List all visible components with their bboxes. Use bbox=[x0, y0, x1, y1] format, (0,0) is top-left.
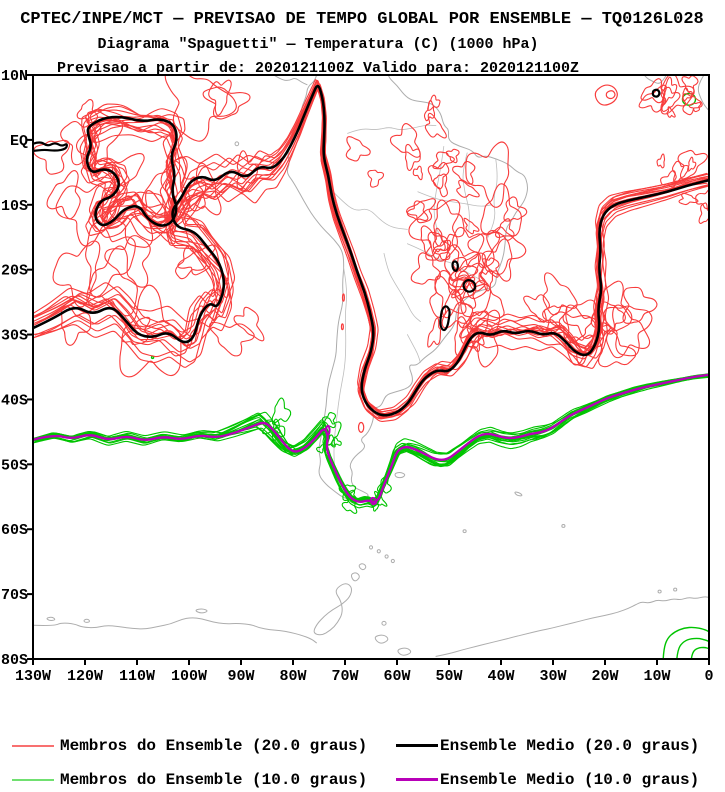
x-tick-label: 70W bbox=[331, 668, 358, 685]
page-title: CPTEC/INPE/MCT — PREVISAO DE TEMPO GLOBA… bbox=[20, 10, 704, 29]
plot-frame bbox=[32, 74, 710, 660]
x-tick-label: 0 bbox=[704, 668, 713, 685]
x-tick-label: 60W bbox=[383, 668, 410, 685]
plot-area bbox=[33, 75, 709, 659]
map-canvas: CPTEC/INPE/MCT — PREVISAO DE TEMPO GLOBA… bbox=[1, 10, 714, 685]
y-tick-label: EQ bbox=[10, 133, 28, 150]
ensemble-mean-10c-line bbox=[33, 373, 709, 506]
y-tick-label: 10N bbox=[1, 68, 28, 85]
legend-line-members-10 bbox=[12, 779, 54, 781]
legend-line-members-20 bbox=[12, 745, 54, 747]
x-tick-label: 10W bbox=[643, 668, 670, 685]
x-tick-label: 50W bbox=[435, 668, 462, 685]
x-tick-label: 120W bbox=[67, 668, 103, 685]
x-tick-label: 40W bbox=[487, 668, 514, 685]
x-tick-label: 90W bbox=[227, 668, 254, 685]
legend-label-members-10: Membros do Ensemble (10.0 graus) bbox=[60, 771, 368, 789]
y-tick-label: 40S bbox=[1, 392, 28, 409]
legend-line-mean-20 bbox=[396, 744, 438, 747]
legend-label-mean-20: Ensemble Medio (20.0 graus) bbox=[440, 737, 700, 755]
page-subtitle: Diagrama "Spaguetti" — Temperatura (C) (… bbox=[97, 36, 538, 53]
y-tick-label: 80S bbox=[1, 652, 28, 669]
ensemble-mean-20c-line bbox=[33, 84, 709, 417]
members-20c-red bbox=[33, 75, 709, 433]
y-tick-label: 20S bbox=[1, 263, 28, 280]
legend-label-members-20: Membros do Ensemble (20.0 graus) bbox=[60, 737, 368, 755]
legend-label-mean-10: Ensemble Medio (10.0 graus) bbox=[440, 771, 700, 789]
x-tick-label: 100W bbox=[171, 668, 207, 685]
axes-frame: 130W 120W 110W 100W 90W 80W 70W 60W 50W 40W 30W 20W… bbox=[1, 68, 714, 685]
x-tick-label: 110W bbox=[119, 668, 155, 685]
x-tick-label: 130W bbox=[15, 668, 51, 685]
y-tick-label: 50S bbox=[1, 457, 28, 474]
x-tick-label: 20W bbox=[591, 668, 618, 685]
y-tick-label: 60S bbox=[1, 522, 28, 539]
x-tick-label: 30W bbox=[539, 668, 566, 685]
y-tick-label: 10S bbox=[1, 198, 28, 215]
forecast-valid-line: Previsao a partir de: 2020121100Z Valido… bbox=[57, 60, 579, 77]
y-tick-label: 30S bbox=[1, 328, 28, 345]
x-tick-label: 80W bbox=[279, 668, 306, 685]
legend-line-mean-10 bbox=[396, 778, 438, 781]
y-tick-label: 70S bbox=[1, 587, 28, 604]
